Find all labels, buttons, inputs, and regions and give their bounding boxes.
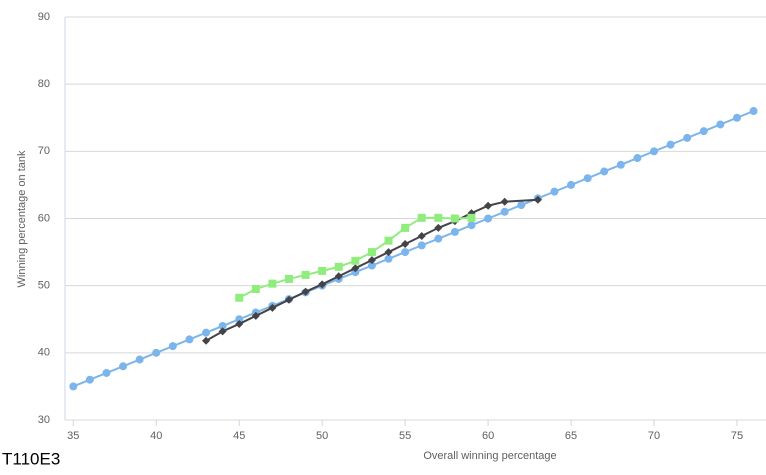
x-tick-label: 50 — [316, 430, 328, 442]
point — [218, 327, 227, 336]
point — [218, 321, 227, 330]
point — [152, 348, 161, 357]
point — [69, 382, 78, 391]
point — [401, 223, 410, 232]
point — [268, 303, 277, 312]
x-tick-label: 75 — [731, 430, 743, 442]
x-tick-label: 35 — [67, 430, 79, 442]
point — [550, 187, 559, 196]
x-tick-label: 65 — [565, 430, 577, 442]
point — [367, 248, 376, 257]
point — [434, 213, 443, 222]
point — [517, 201, 526, 210]
point — [85, 375, 94, 384]
point — [650, 147, 659, 156]
point — [484, 214, 493, 223]
point — [235, 315, 244, 324]
point — [135, 355, 144, 364]
point — [301, 287, 310, 296]
point — [600, 167, 609, 176]
point — [301, 270, 310, 279]
point — [351, 256, 360, 265]
point — [417, 241, 426, 250]
point — [434, 234, 443, 243]
point — [202, 336, 211, 345]
point — [450, 227, 459, 236]
point — [666, 140, 675, 149]
point — [318, 266, 327, 275]
y-tick-label: 60 — [38, 212, 50, 224]
point — [235, 293, 244, 302]
point — [467, 213, 476, 222]
point — [484, 201, 493, 210]
point — [168, 342, 177, 351]
y-tick-label: 80 — [38, 78, 50, 90]
point — [251, 285, 260, 294]
point — [102, 368, 111, 377]
y-tick-label: 70 — [38, 145, 50, 157]
point — [633, 154, 642, 163]
x-tick-label: 45 — [233, 430, 245, 442]
point — [284, 295, 293, 304]
point — [251, 311, 260, 320]
point — [533, 195, 542, 204]
point — [284, 274, 293, 283]
point — [119, 362, 128, 371]
point — [716, 120, 725, 129]
point — [732, 113, 741, 122]
point — [583, 174, 592, 183]
x-axis-label: Overall winning percentage — [423, 450, 556, 462]
point — [185, 335, 194, 344]
point — [450, 214, 459, 223]
point — [384, 248, 393, 257]
point — [567, 180, 576, 189]
x-tick-label: 60 — [482, 430, 494, 442]
y-tick-label: 40 — [38, 347, 50, 359]
point — [467, 221, 476, 230]
y-tick-label: 30 — [38, 414, 50, 426]
x-tick-label: 55 — [399, 430, 411, 442]
point — [616, 160, 625, 169]
point — [500, 197, 509, 206]
point — [417, 213, 426, 222]
point — [749, 107, 758, 116]
x-tick-label: 40 — [150, 430, 162, 442]
point — [500, 207, 509, 216]
chart-title: T110E3 — [2, 449, 60, 468]
point — [384, 254, 393, 263]
y-axis-label: Winning percentage on tank — [16, 150, 28, 287]
point — [434, 223, 443, 232]
point — [401, 240, 410, 249]
point — [384, 236, 393, 245]
y-tick-label: 50 — [38, 280, 50, 292]
point — [367, 261, 376, 270]
point — [334, 262, 343, 271]
point — [334, 272, 343, 281]
x-tick-label: 70 — [648, 430, 660, 442]
point — [351, 264, 360, 273]
point — [235, 319, 244, 328]
point — [367, 256, 376, 265]
point — [683, 133, 692, 142]
point — [401, 248, 410, 257]
point — [417, 231, 426, 240]
point — [318, 280, 327, 289]
point — [268, 279, 277, 288]
y-tick-label: 90 — [38, 11, 50, 23]
point — [202, 328, 211, 337]
point — [699, 127, 708, 136]
